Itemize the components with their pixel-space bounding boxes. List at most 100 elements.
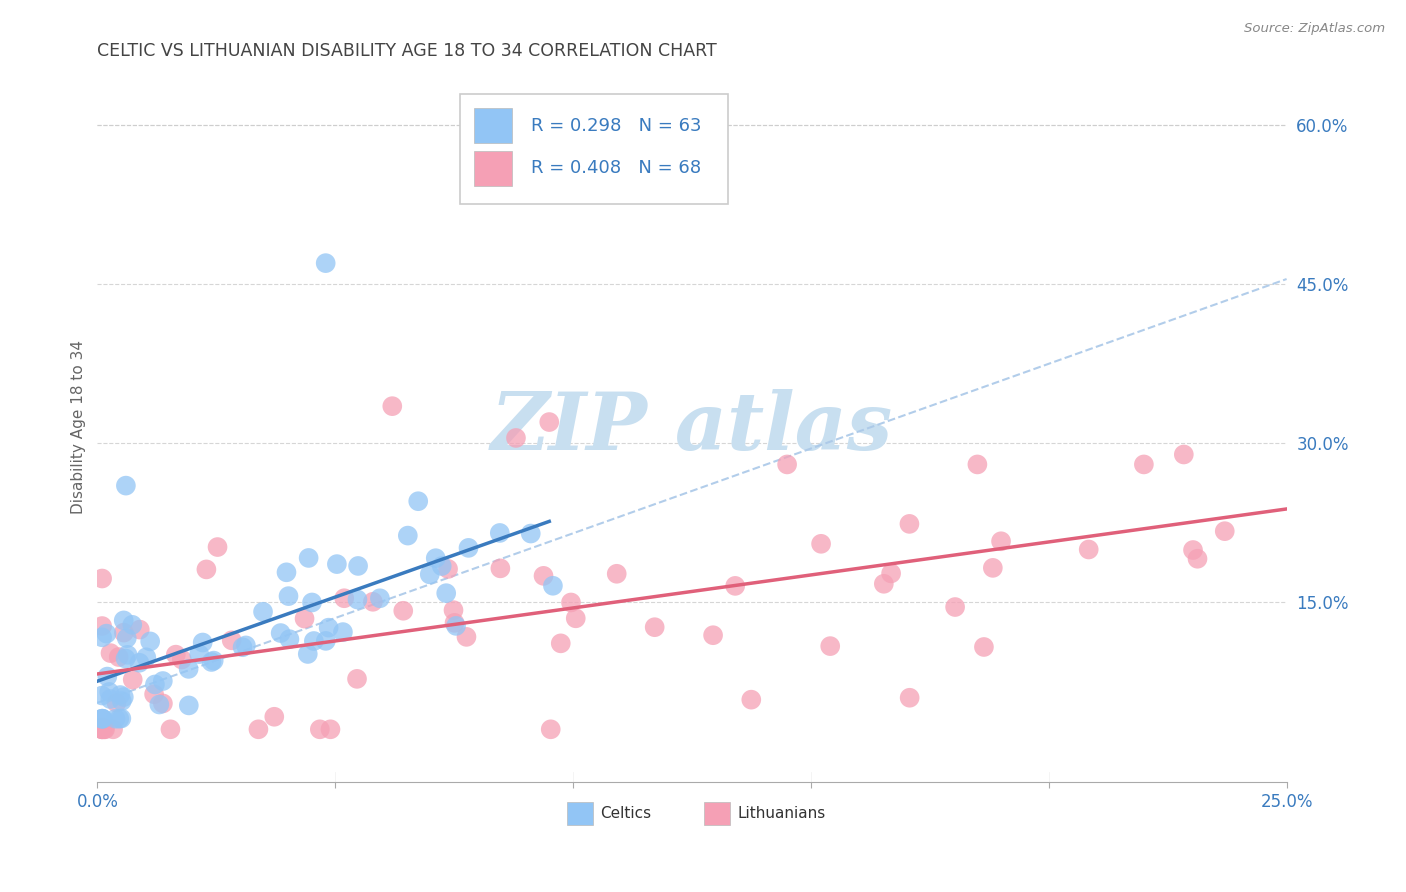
- Point: [724, 579, 747, 593]
- Point: [298, 550, 321, 565]
- Point: [177, 698, 200, 713]
- Point: [91, 723, 114, 737]
- Point: [606, 566, 628, 581]
- Point: [143, 677, 166, 691]
- Point: [152, 673, 174, 688]
- Point: [347, 558, 370, 573]
- Text: Celtics: Celtics: [600, 806, 651, 821]
- Point: [434, 586, 457, 600]
- FancyBboxPatch shape: [474, 151, 512, 186]
- Point: [437, 562, 460, 576]
- Point: [232, 640, 254, 655]
- Point: [135, 650, 157, 665]
- Point: [541, 579, 564, 593]
- Point: [1133, 458, 1156, 472]
- Point: [128, 623, 150, 637]
- Point: [152, 697, 174, 711]
- Point: [108, 712, 131, 726]
- Point: [91, 723, 114, 737]
- Text: CELTIC VS LITHUANIAN DISABILITY AGE 18 TO 34 CORRELATION CHART: CELTIC VS LITHUANIAN DISABILITY AGE 18 T…: [97, 42, 717, 60]
- Point: [443, 603, 465, 617]
- Bar: [704, 802, 730, 825]
- Point: [430, 559, 453, 574]
- Point: [263, 710, 285, 724]
- Point: [346, 672, 368, 686]
- Point: [110, 711, 132, 725]
- Point: [302, 634, 325, 648]
- Point: [898, 516, 921, 531]
- Point: [200, 655, 222, 669]
- Text: Source: ZipAtlas.com: Source: ZipAtlas.com: [1244, 22, 1385, 36]
- Point: [1077, 542, 1099, 557]
- Point: [191, 635, 214, 649]
- Point: [361, 595, 384, 609]
- Point: [91, 572, 114, 586]
- Point: [202, 654, 225, 668]
- FancyBboxPatch shape: [460, 94, 728, 203]
- Point: [519, 526, 541, 541]
- Point: [308, 723, 330, 737]
- Point: [101, 723, 124, 737]
- Point: [538, 415, 561, 429]
- Point: [91, 619, 114, 633]
- Point: [702, 628, 724, 642]
- Point: [93, 723, 115, 737]
- Point: [505, 431, 527, 445]
- Point: [966, 458, 988, 472]
- Point: [112, 613, 135, 627]
- Point: [489, 561, 512, 575]
- Point: [297, 647, 319, 661]
- Point: [898, 690, 921, 705]
- Point: [252, 605, 274, 619]
- Point: [270, 626, 292, 640]
- Point: [873, 576, 896, 591]
- Bar: [567, 802, 593, 825]
- Point: [115, 478, 138, 492]
- Point: [943, 600, 966, 615]
- Point: [406, 494, 429, 508]
- Point: [111, 694, 134, 708]
- Point: [1173, 448, 1195, 462]
- Point: [91, 712, 114, 726]
- Point: [110, 688, 132, 702]
- Point: [425, 551, 447, 566]
- Point: [456, 630, 478, 644]
- Point: [1187, 551, 1209, 566]
- Point: [457, 541, 479, 555]
- Point: [444, 619, 467, 633]
- Point: [105, 696, 128, 710]
- Y-axis label: Disability Age 18 to 34: Disability Age 18 to 34: [72, 341, 86, 515]
- Point: [443, 615, 465, 630]
- Point: [139, 634, 162, 648]
- Point: [104, 712, 127, 726]
- Point: [221, 633, 243, 648]
- Point: [115, 631, 138, 645]
- Point: [346, 592, 368, 607]
- Point: [112, 625, 135, 640]
- Point: [776, 458, 799, 472]
- Point: [276, 566, 298, 580]
- Point: [100, 646, 122, 660]
- Point: [326, 557, 349, 571]
- Point: [91, 720, 114, 734]
- Point: [91, 712, 114, 726]
- Point: [564, 611, 586, 625]
- Point: [94, 723, 117, 737]
- Point: [740, 692, 762, 706]
- Point: [114, 651, 136, 665]
- Point: [981, 561, 1004, 575]
- Point: [1182, 543, 1205, 558]
- Point: [98, 685, 121, 699]
- Point: [107, 650, 129, 665]
- Point: [143, 687, 166, 701]
- Point: [1213, 524, 1236, 538]
- Point: [396, 528, 419, 542]
- Text: R = 0.298   N = 63: R = 0.298 N = 63: [531, 117, 702, 135]
- Point: [235, 639, 257, 653]
- Point: [128, 656, 150, 670]
- Point: [550, 636, 572, 650]
- Point: [315, 633, 337, 648]
- Point: [315, 256, 337, 270]
- Point: [112, 690, 135, 704]
- Point: [170, 652, 193, 666]
